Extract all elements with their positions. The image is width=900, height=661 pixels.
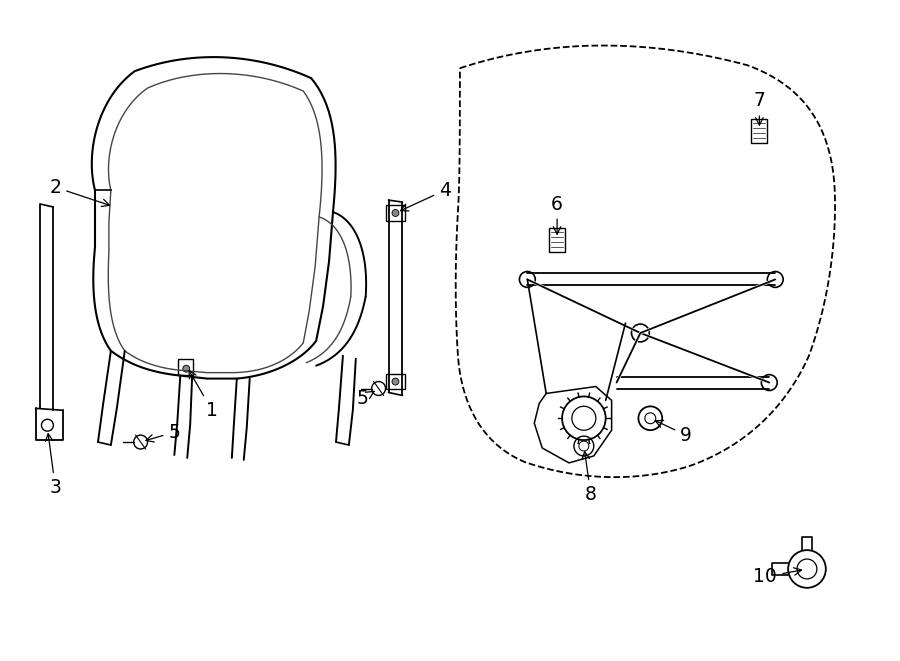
Text: 8: 8 — [582, 451, 597, 504]
FancyBboxPatch shape — [178, 359, 194, 375]
Text: 1: 1 — [189, 371, 218, 420]
Text: 10: 10 — [753, 567, 802, 586]
Text: 3: 3 — [45, 434, 61, 497]
Text: 5: 5 — [146, 422, 180, 442]
Circle shape — [632, 324, 649, 342]
FancyBboxPatch shape — [385, 373, 405, 389]
Text: 9: 9 — [655, 420, 692, 445]
FancyBboxPatch shape — [549, 228, 565, 252]
Circle shape — [392, 210, 399, 216]
FancyBboxPatch shape — [385, 205, 405, 221]
Circle shape — [392, 378, 399, 385]
Circle shape — [183, 366, 190, 372]
Text: 4: 4 — [400, 180, 451, 211]
Text: 6: 6 — [551, 194, 563, 234]
Text: 5: 5 — [356, 389, 374, 408]
Text: 2: 2 — [50, 178, 110, 206]
FancyBboxPatch shape — [752, 119, 768, 143]
Text: 7: 7 — [753, 91, 765, 125]
